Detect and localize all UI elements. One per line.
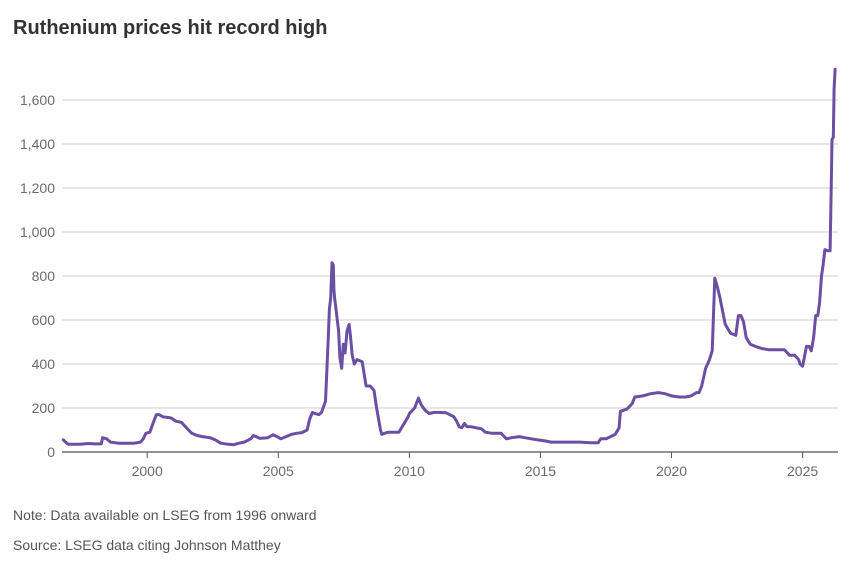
x-tick-label: 2000 [132, 463, 163, 479]
x-tick-label: 2020 [656, 463, 687, 479]
series-group [61, 67, 837, 447]
x-axis-ticks: 2000 2005 2010 2015 2020 2025 [132, 452, 818, 479]
y-axis-ticks: 0 200 400 600 800 1,000 1,200 1,400 1,600 [20, 92, 55, 460]
y-tick-label: 1,200 [20, 180, 55, 196]
y-tick-label: 1,600 [20, 92, 55, 108]
x-tick-label: 2025 [787, 463, 818, 479]
y-tick-label: 600 [32, 312, 56, 328]
source-text: Source: LSEG data citing Johnson Matthey [13, 537, 281, 553]
x-tick-label: 2005 [263, 463, 294, 479]
y-tick-label: 1,000 [20, 224, 55, 240]
y-tick-label: 800 [32, 268, 56, 284]
y-tick-label: 400 [32, 356, 56, 372]
y-tick-label: 1,400 [20, 136, 55, 152]
x-tick-label: 2010 [394, 463, 425, 479]
chart-title: Ruthenium prices hit record high [13, 17, 328, 39]
y-tick-label: 200 [32, 400, 56, 416]
y-tick-label: 0 [47, 444, 55, 460]
note-text: Note: Data available on LSEG from 1996 o… [13, 507, 317, 523]
price-line [61, 67, 837, 447]
x-tick-label: 2015 [525, 463, 556, 479]
grid [62, 99, 838, 453]
